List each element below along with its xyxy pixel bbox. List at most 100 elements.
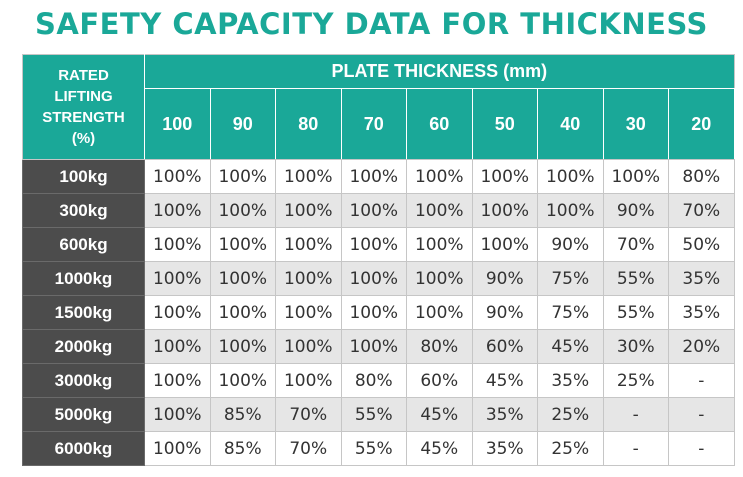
table-row: 5000kg 100% 85% 70% 55% 45% 35% 25% - - [22,397,735,432]
capacity-cell: 25% [537,397,604,432]
capacity-cell: 70% [602,227,669,262]
capacity-table: RATED LIFTING STRENGTH (%) PLATE THICKNE… [22,54,735,466]
row-label: 5000kg [22,397,145,432]
capacity-cell: 100% [209,261,276,296]
capacity-cell: 100% [144,431,211,466]
capacity-cell: 100% [209,159,276,194]
capacity-cell: 100% [275,363,342,398]
table-row: 1500kg 100% 100% 100% 100% 100% 90% 75% 55% 35% [22,295,735,330]
capacity-cell: 100% [144,193,211,228]
capacity-cell: 90% [602,193,669,228]
capacity-cell: 25% [537,431,604,466]
rated-lifting-strength-header: RATED LIFTING STRENGTH (%) [22,54,145,160]
capacity-cell: 60% [406,363,473,398]
table-row: 1000kg 100% 100% 100% 100% 100% 90% 75% 55% 35% [22,261,735,296]
capacity-cell: 100% [340,295,407,330]
capacity-cell: - [602,431,669,466]
capacity-cell: 100% [209,227,276,262]
capacity-cell: 90% [471,261,538,296]
capacity-cell: 55% [340,431,407,466]
capacity-cell: 100% [406,193,473,228]
capacity-cell: 35% [668,261,735,296]
capacity-cell: 100% [144,227,211,262]
capacity-cell: 25% [602,363,669,398]
capacity-cell: 100% [471,227,538,262]
capacity-cell: 100% [209,329,276,364]
capacity-cell: 100% [144,363,211,398]
capacity-cell: 100% [406,261,473,296]
capacity-cell: 70% [668,193,735,228]
capacity-cell: - [602,397,669,432]
thickness-header-50: 50 [471,88,538,160]
row-label: 6000kg [22,431,145,466]
row-label: 1000kg [22,261,145,296]
capacity-cell: 80% [668,159,735,194]
table-row: 3000kg 100% 100% 100% 80% 60% 45% 35% 25% - [22,363,735,398]
row-label: 300kg [22,193,145,228]
row-label: 2000kg [22,329,145,364]
capacity-cell: 30% [602,329,669,364]
capacity-cell: 100% [275,295,342,330]
capacity-cell: 100% [144,159,211,194]
capacity-cell: 55% [602,295,669,330]
capacity-cell: - [668,363,735,398]
capacity-cell: 100% [537,193,604,228]
capacity-cell: 100% [602,159,669,194]
thickness-header-60: 60 [406,88,473,160]
capacity-cell: 35% [471,397,538,432]
capacity-cell: 20% [668,329,735,364]
capacity-cell: 35% [668,295,735,330]
capacity-cell: 100% [144,295,211,330]
capacity-cell: 100% [275,193,342,228]
row-label: 3000kg [22,363,145,398]
capacity-cell: 75% [537,261,604,296]
capacity-cell: 100% [275,329,342,364]
capacity-cell: 100% [340,227,407,262]
capacity-cell: 35% [537,363,604,398]
table-row: 2000kg 100% 100% 100% 100% 80% 60% 45% 30% 20% [22,329,735,364]
capacity-cell: 60% [471,329,538,364]
capacity-cell: 45% [406,431,473,466]
thickness-header-70: 70 [340,88,407,160]
capacity-cell: 100% [209,193,276,228]
capacity-cell: 80% [340,363,407,398]
capacity-cell: 100% [340,329,407,364]
plate-thickness-header: PLATE THICKNESS (mm) [144,54,735,89]
capacity-cell: 100% [340,261,407,296]
thickness-header-80: 80 [275,88,342,160]
capacity-cell: 90% [537,227,604,262]
capacity-cell: 100% [471,193,538,228]
capacity-cell: 100% [406,227,473,262]
table-row: 6000kg 100% 85% 70% 55% 45% 35% 25% - - [22,431,735,466]
capacity-cell: 45% [537,329,604,364]
capacity-cell: - [668,431,735,466]
capacity-cell: 100% [209,363,276,398]
row-label: 100kg [22,159,145,194]
capacity-cell: 100% [340,193,407,228]
capacity-cell: 100% [275,261,342,296]
thickness-header-30: 30 [602,88,669,160]
capacity-cell: 85% [209,397,276,432]
table-row: 600kg 100% 100% 100% 100% 100% 100% 90% 70% 50% [22,227,735,262]
capacity-cell: 100% [275,227,342,262]
table-row: 100kg 100% 100% 100% 100% 100% 100% 100% 100% 80% [22,159,735,194]
capacity-cell: 100% [471,159,538,194]
capacity-cell: - [668,397,735,432]
thickness-header-100: 100 [144,88,211,160]
row-label: 1500kg [22,295,145,330]
thickness-header-row: 100 90 80 70 60 50 40 30 20 [23,88,735,160]
thickness-header-20: 20 [668,88,735,160]
capacity-cell: 100% [406,295,473,330]
row-label: 600kg [22,227,145,262]
capacity-cell: 70% [275,431,342,466]
capacity-cell: 75% [537,295,604,330]
capacity-cell: 70% [275,397,342,432]
table-row: 300kg 100% 100% 100% 100% 100% 100% 100% 90% 70% [22,193,735,228]
capacity-cell: 55% [602,261,669,296]
capacity-cell: 55% [340,397,407,432]
capacity-cell: 100% [275,159,342,194]
capacity-cell: 100% [209,295,276,330]
capacity-cell: 100% [144,329,211,364]
capacity-cell: 35% [471,431,538,466]
capacity-cell: 100% [537,159,604,194]
